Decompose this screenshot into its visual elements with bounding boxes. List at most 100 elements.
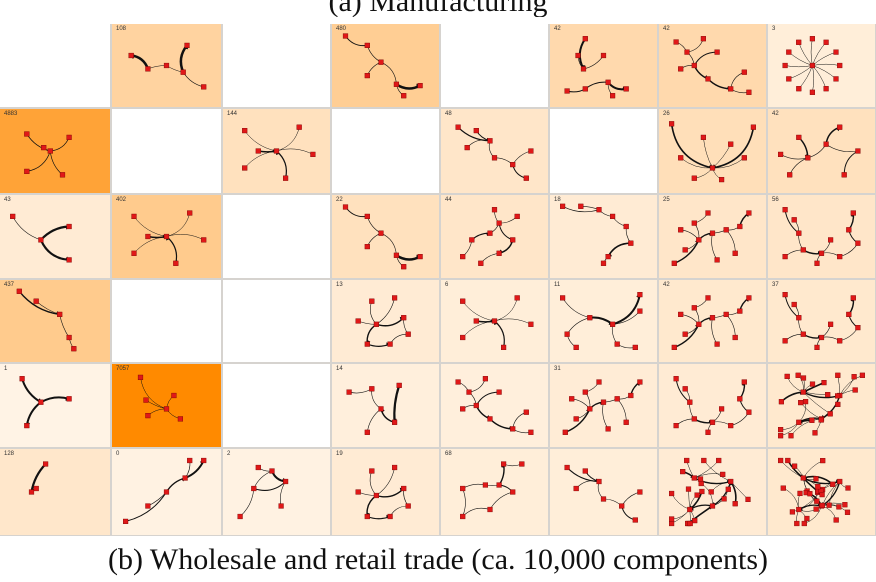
network-edge (276, 126, 300, 152)
network-node (460, 513, 466, 520)
network-node (678, 155, 684, 161)
network-node (671, 260, 677, 266)
network-node (714, 49, 720, 55)
network-node (673, 39, 679, 45)
network-drawing (673, 376, 752, 435)
network-node (510, 489, 516, 495)
network-edge (389, 505, 409, 517)
network-edge (812, 65, 837, 80)
network-edge (49, 150, 63, 176)
network-node (699, 488, 705, 495)
network-node (700, 36, 707, 42)
network-node (587, 315, 593, 321)
network-edge (371, 388, 382, 410)
network-edge (807, 143, 827, 159)
network-node (820, 457, 826, 464)
network-node (523, 409, 529, 415)
network-node (842, 502, 848, 508)
network-node (514, 213, 520, 220)
network-edge (812, 65, 814, 93)
network-edge (803, 460, 823, 479)
network-edge (784, 333, 804, 342)
network-node (605, 426, 611, 432)
network-node (255, 148, 261, 154)
network-edge (693, 51, 718, 66)
network-node (122, 518, 129, 525)
cell-count-label: 31 (554, 366, 561, 372)
network-node (510, 237, 516, 243)
cell-count-label: 42 (663, 26, 670, 32)
network-node (637, 379, 643, 385)
network-node (623, 419, 629, 425)
cell-count-label: 7057 (116, 366, 130, 372)
network-node (828, 237, 834, 243)
network-drawing (668, 457, 751, 527)
network-node (809, 89, 816, 95)
network-edge (59, 314, 70, 338)
network-node (794, 520, 800, 527)
network-node (355, 489, 361, 495)
network-node (201, 237, 207, 243)
cell-count-label: 56 (772, 197, 779, 203)
network-node (709, 419, 716, 425)
network-node (823, 86, 829, 92)
network-drawing (460, 295, 534, 351)
network-edge (611, 293, 641, 326)
network-drawing (346, 382, 402, 435)
network-node (800, 331, 806, 337)
network-node (131, 213, 137, 220)
network-edge (688, 488, 691, 510)
network-edge (276, 148, 314, 155)
network-edge (680, 314, 700, 325)
network-edge (812, 51, 837, 66)
network-node (809, 36, 816, 42)
network-node (369, 298, 375, 304)
figure-caption: (b) Wholesale and retail trade (ca. 10,0… (107, 543, 769, 576)
network-node (487, 506, 493, 513)
network-edge (375, 487, 405, 498)
network-edge (403, 488, 409, 507)
network-cell: 1 (0, 364, 110, 447)
network-node (737, 396, 743, 402)
network-node (482, 482, 489, 488)
network-edge (616, 343, 636, 349)
cell-count-label: 3 (772, 26, 776, 32)
network-drawing (559, 203, 634, 266)
network-edge (603, 498, 622, 507)
cell-count-label: 11 (554, 282, 561, 288)
network-node (714, 257, 720, 263)
network-edge (571, 398, 591, 410)
network-cell: 437 (0, 280, 110, 362)
network-node (562, 429, 568, 435)
network-edge (821, 252, 840, 257)
network-node (723, 311, 729, 318)
network-node (482, 376, 489, 382)
network-edge (694, 460, 719, 479)
network-node (680, 469, 686, 475)
network-edge (462, 300, 495, 322)
network-edge (578, 37, 587, 70)
network-edge (12, 216, 42, 241)
network-node (746, 409, 752, 415)
network-node (814, 344, 820, 351)
network-node (145, 413, 151, 419)
network-cell: 42 (659, 280, 766, 362)
network-node (496, 389, 502, 395)
network-node (575, 52, 581, 59)
network-cell (223, 195, 330, 278)
network-cell (332, 109, 439, 193)
network-edge (730, 88, 750, 94)
network-cell (223, 24, 330, 107)
network-node (632, 344, 638, 351)
network-cell: 37 (768, 280, 875, 362)
network-edge (711, 126, 755, 169)
network-node (600, 52, 607, 59)
network-node (826, 502, 832, 508)
network-drawing (242, 124, 316, 181)
network-node (719, 406, 725, 412)
network-node (580, 66, 587, 72)
network-node (673, 423, 679, 429)
network-node (559, 295, 566, 301)
cell-count-label: 25 (663, 197, 670, 203)
network-node (698, 480, 704, 487)
